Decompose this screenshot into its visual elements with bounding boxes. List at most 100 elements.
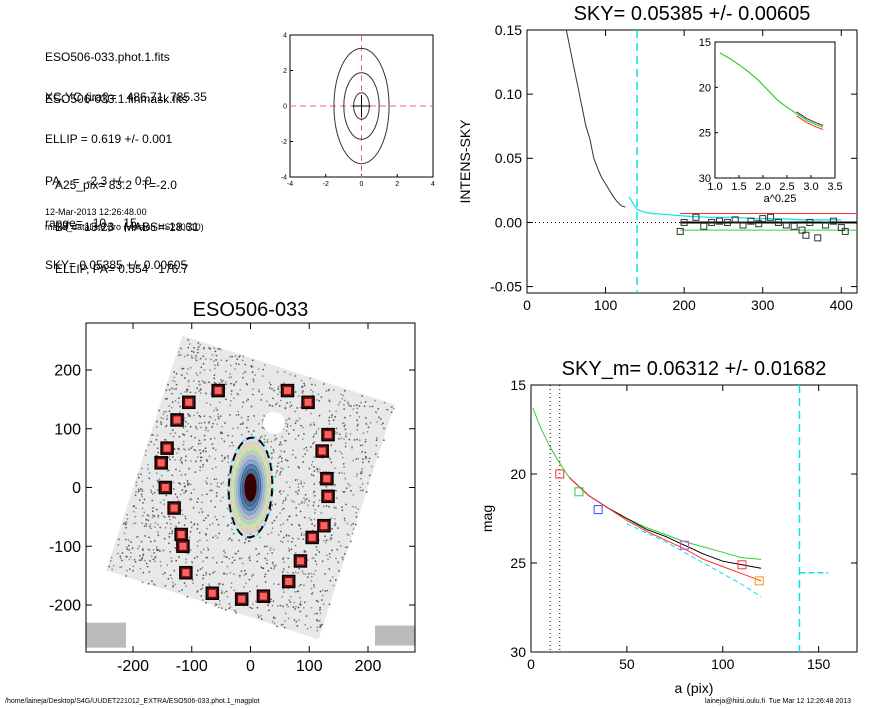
noise-pixel (231, 441, 233, 444)
noise-pixel (216, 423, 218, 426)
noise-pixel (314, 553, 317, 556)
noise-pixel (341, 556, 344, 559)
noise-pixel (302, 572, 305, 575)
fit-ellipse-cyan (227, 436, 274, 539)
info-line: range= 10.- 15. (45, 216, 141, 230)
noise-pixel (299, 610, 302, 613)
noise-pixel (193, 522, 196, 525)
noise-pixel (179, 405, 182, 408)
noise-pixel (209, 416, 212, 419)
noise-pixel (319, 626, 321, 629)
noise-pixel (244, 363, 247, 366)
sky-box-inner (284, 387, 292, 395)
noise-pixel (203, 369, 206, 371)
noise-pixel (188, 536, 191, 539)
noise-pixel (272, 450, 275, 453)
noise-pixel (328, 419, 330, 422)
noise-pixel (279, 512, 282, 515)
noise-pixel (172, 488, 175, 491)
noise-pixel (164, 584, 167, 587)
noise-pixel (214, 457, 217, 460)
noise-pixel (220, 359, 223, 362)
noise-pixel (146, 565, 149, 568)
noise-pixel (346, 401, 349, 404)
mag-ylabel: mag (479, 505, 495, 532)
noise-pixel (231, 556, 234, 559)
noise-pixel (185, 558, 188, 561)
noise-pixel (163, 438, 166, 441)
noise-pixel (189, 483, 192, 486)
y-tick-label: 0.15 (495, 22, 522, 38)
noise-pixel (208, 573, 211, 576)
noise-pixel (147, 548, 150, 551)
noise-pixel (309, 424, 312, 427)
noise-pixel (313, 511, 316, 514)
noise-pixel (347, 534, 350, 537)
noise-pixel (289, 405, 291, 408)
noise-pixel (254, 374, 256, 376)
noise-pixel (344, 442, 347, 445)
noise-pixel (293, 500, 295, 503)
noise-pixel (274, 475, 277, 478)
noise-pixel (315, 432, 318, 435)
noise-pixel (187, 552, 190, 555)
noise-pixel (217, 582, 220, 585)
noise-pixel (149, 560, 151, 562)
noise-pixel (271, 604, 274, 607)
noise-pixel (345, 487, 348, 490)
sky-point (798, 226, 806, 234)
noise-pixel (272, 567, 275, 570)
noise-pixel (125, 521, 128, 524)
noise-pixel (180, 456, 183, 459)
noise-pixel (352, 493, 355, 496)
noise-pixel (128, 548, 131, 551)
noise-pixel (156, 531, 159, 533)
noise-pixel (321, 589, 324, 592)
noise-pixel (331, 527, 334, 530)
noise-pixel (205, 573, 207, 576)
noise-pixel (125, 545, 128, 548)
noise-pixel (228, 607, 231, 610)
noise-pixel (279, 441, 282, 444)
noise-pixel (299, 527, 302, 530)
noise-pixel (305, 446, 308, 449)
info-files: ESO506-033.phot.1.fits ESO506-033.1.finm… (45, 22, 188, 134)
noise-pixel (151, 434, 154, 436)
noise-pixel (361, 461, 364, 464)
noise-pixel (264, 557, 267, 560)
noise-pixel (140, 540, 143, 543)
noise-pixel (175, 387, 178, 390)
noise-pixel (167, 542, 170, 545)
noise-pixel (160, 416, 163, 419)
noise-pixel (229, 605, 232, 608)
noise-pixel (367, 460, 370, 463)
noise-pixel (213, 437, 216, 440)
noise-pixel (199, 466, 202, 469)
noise-pixel (317, 505, 320, 507)
noise-pixel (217, 606, 220, 609)
noise-pixel (270, 445, 272, 448)
noise-pixel (279, 530, 282, 533)
noise-pixel (160, 474, 163, 477)
noise-pixel (377, 407, 380, 410)
noise-pixel (119, 557, 122, 560)
sky-box-inner (285, 578, 293, 585)
noise-pixel (325, 505, 328, 507)
inset-x-tick-label: 2.5 (779, 181, 794, 193)
noise-pixel (302, 460, 305, 463)
noise-pixel (184, 391, 187, 393)
noise-pixel (235, 362, 238, 365)
outer-profile-line (628, 196, 842, 221)
noise-pixel (180, 461, 183, 464)
noise-pixel (298, 567, 301, 570)
noise-pixel (170, 560, 173, 563)
noise-pixel (228, 557, 231, 560)
noise-pixel (242, 401, 245, 404)
noise-pixel (329, 579, 332, 582)
noise-pixel (182, 367, 185, 370)
noise-pixel (328, 457, 331, 460)
noise-pixel (212, 409, 215, 412)
noise-pixel (338, 540, 340, 543)
noise-pixel (382, 439, 385, 442)
noise-pixel (379, 418, 382, 421)
